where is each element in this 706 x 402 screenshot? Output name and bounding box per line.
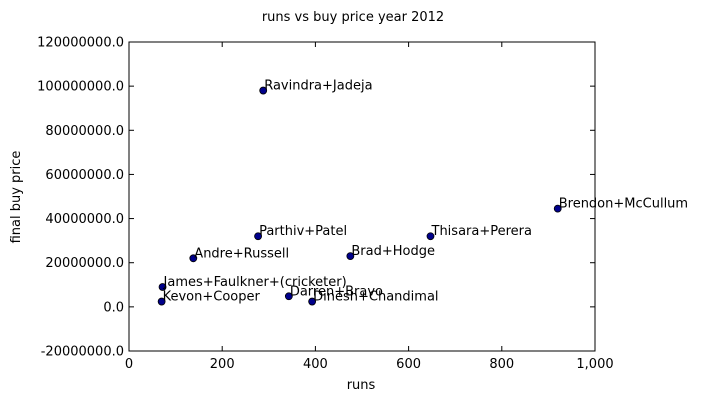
point-label: Kevon+Cooper xyxy=(163,290,261,305)
data-point xyxy=(259,86,268,95)
data-point xyxy=(254,232,262,241)
point-label: Andre+Russell xyxy=(194,246,289,261)
point-label: James+Faulkner+(cricketer) xyxy=(163,275,347,290)
point-label: Brad+Hodge xyxy=(351,244,435,259)
data-point xyxy=(157,297,166,306)
data-point xyxy=(346,252,355,260)
point-label: Thisara+Perera xyxy=(431,224,532,239)
y-tick-label: 80000000.0 xyxy=(45,124,124,139)
x-tick-label: 400 xyxy=(303,357,328,372)
plot-frame xyxy=(128,41,596,352)
y-tick-label: -20000000.0 xyxy=(41,345,124,360)
point-label: Dinesh+Chandimal xyxy=(313,290,438,305)
x-tick-label: 200 xyxy=(210,357,235,372)
y-tick-label: 20000000.0 xyxy=(45,256,124,271)
y-tick-label: 0.0 xyxy=(103,300,124,315)
point-label: Ravindra+Jadeja xyxy=(264,79,372,94)
chart-title: runs vs buy price year 2012 xyxy=(262,10,444,25)
x-tick-label: 600 xyxy=(396,357,421,372)
data-point xyxy=(308,297,317,306)
y-axis-label: final buy price xyxy=(9,151,24,244)
data-point xyxy=(158,283,167,291)
data-point xyxy=(426,232,435,241)
point-label: Brendon+McCullum xyxy=(559,197,688,212)
data-point xyxy=(284,292,293,301)
x-tick-label: 800 xyxy=(489,357,514,372)
point-label: Darren+Bravo xyxy=(290,284,383,299)
x-axis-label: runs xyxy=(347,378,376,393)
x-tick-label: 0 xyxy=(125,357,133,372)
data-point xyxy=(189,254,198,263)
y-tick-label: 100000000.0 xyxy=(37,80,124,95)
y-tick-label: 60000000.0 xyxy=(45,168,124,183)
plot-area: 0 200 400 600 800 1,000 -20000000.0 0.0 20000000… xyxy=(37,36,688,373)
data-point xyxy=(553,204,562,213)
point-label: Parthiv+Patel xyxy=(259,224,347,239)
x-tick-label: 1,000 xyxy=(576,357,613,372)
y-tick-label: 40000000.0 xyxy=(45,212,124,227)
y-tick-label: 120000000.0 xyxy=(37,36,124,51)
